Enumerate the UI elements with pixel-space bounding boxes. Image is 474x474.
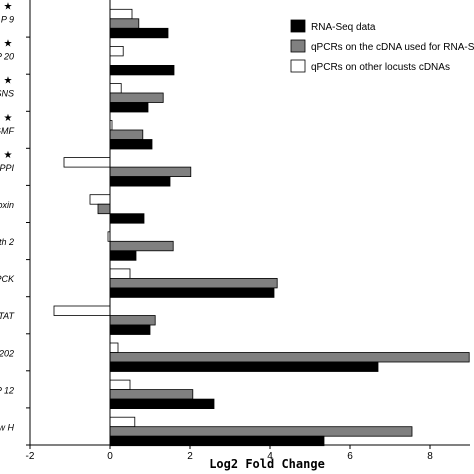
- bar-rnaseq-6: [109, 250, 137, 261]
- bar-qpcr-other-0: [109, 8, 133, 20]
- x-tick-label: 4: [267, 451, 273, 462]
- category-label: P 9: [1, 15, 14, 25]
- bar-qpcr-other-11: [109, 416, 136, 428]
- bar-qpcr-other-1: [109, 46, 124, 57]
- bar-qpcr-other-7: [109, 268, 131, 279]
- x-tick-label: -2: [26, 451, 35, 462]
- bar-rnaseq-11: [109, 435, 325, 447]
- legend-swatch: [290, 39, 306, 53]
- category-label: GMF: [0, 126, 14, 136]
- x-axis-label: Log2 Fold Change: [209, 457, 325, 471]
- bar-qpcr-other-5: [89, 194, 111, 205]
- x-axis: -2 0 2 4 6 8: [26, 0, 470, 462]
- bar-rnaseq-8: [109, 324, 151, 335]
- bar-qpcr-same-0: [109, 18, 140, 29]
- bar-rnaseq-7: [109, 287, 275, 298]
- bar-qpcr-other-10: [109, 379, 131, 391]
- category-label: PPI: [0, 163, 14, 173]
- bar-qpcr-other-2: [109, 83, 122, 94]
- bar-qpcr-same-11: [109, 426, 413, 437]
- x-tick-label: 2: [187, 451, 193, 462]
- x-tick-label: 8: [427, 451, 433, 462]
- category-label: P 12: [0, 385, 14, 395]
- category-labels: P 9 ★ P 20 ★ SNS ★ GMF ★ PPI ★ oxin th 2 PCK TAT 202 P …: [0, 2, 15, 433]
- legend-swatch: [290, 59, 306, 73]
- category-label: P 20: [0, 52, 14, 62]
- legend: RNA-Seq data qPCRs on the cDNA used for R…: [290, 19, 474, 73]
- bar-qpcr-same-6: [109, 240, 174, 252]
- significance-star: ★: [4, 2, 13, 13]
- bar-qpcr-other-8: [53, 305, 111, 316]
- category-label: SNS: [0, 89, 14, 99]
- bar-rnaseq-3: [109, 139, 153, 150]
- bar-rnaseq-0: [109, 27, 169, 39]
- bar-qpcr-same-7: [109, 277, 278, 289]
- legend-swatch: [290, 19, 306, 33]
- bar-qpcr-same-9: [109, 352, 470, 363]
- bar-rnaseq-4: [109, 176, 171, 187]
- bar-qpcr-other-4: [63, 157, 111, 168]
- legend-label: qPCRs on the cDNA used for RNA-S: [311, 42, 474, 53]
- significance-star: ★: [4, 76, 13, 87]
- bar-rnaseq-10: [109, 398, 215, 410]
- category-label: th 2: [0, 237, 14, 247]
- category-label: 202: [0, 348, 14, 358]
- bar-qpcr-same-8: [109, 315, 156, 326]
- category-label: PCK: [0, 274, 15, 284]
- significance-star: ★: [4, 150, 13, 161]
- bar-qpcr-same-2: [109, 92, 164, 103]
- bar-rnaseq-9: [109, 361, 379, 372]
- bar-qpcr-other-9: [109, 342, 119, 353]
- bar-qpcr-same-4: [109, 166, 192, 178]
- bar-qpcr-same-10: [109, 389, 194, 400]
- significance-star: ★: [4, 39, 13, 50]
- legend-label: qPCRs on other locusts cDNAs: [311, 62, 450, 73]
- x-tick-label: 6: [347, 451, 353, 462]
- legend-label: RNA-Seq data: [311, 22, 376, 33]
- x-tick-label: 0: [107, 451, 113, 462]
- bar-qpcr-same-3: [109, 129, 144, 140]
- bars-layer: [53, 8, 470, 447]
- bar-rnaseq-2: [109, 102, 149, 113]
- bar-rnaseq-5: [109, 213, 145, 224]
- bar-qpcr-same-5: [97, 203, 111, 215]
- category-label: TAT: [0, 311, 15, 321]
- bar-rnaseq-1: [109, 65, 175, 76]
- category-label: w H: [0, 423, 15, 433]
- significance-star: ★: [4, 113, 13, 124]
- category-label: oxin: [0, 200, 14, 210]
